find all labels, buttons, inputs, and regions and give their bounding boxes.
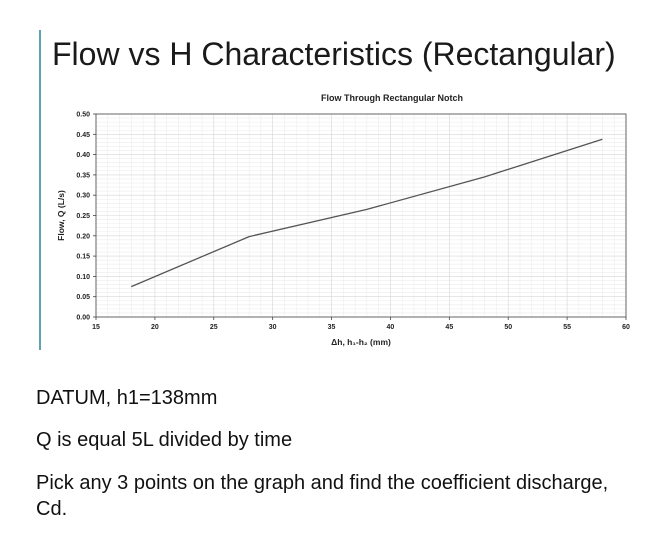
y-tick-label: 0.10 [76, 274, 90, 281]
x-tick-label: 20 [151, 324, 159, 331]
y-tick-label: 0.00 [76, 315, 90, 322]
chart-title: Flow Through Rectangular Notch [321, 93, 463, 103]
y-tick-label: 0.30 [76, 193, 90, 200]
y-tick-label: 0.40 [76, 152, 90, 159]
x-tick-label: 15 [92, 324, 100, 331]
x-tick-label: 55 [563, 324, 571, 331]
flow-definition-text: Q is equal 5L divided by time [36, 429, 293, 451]
x-tick-label: 35 [328, 324, 336, 331]
y-tick-label: 0.35 [76, 172, 90, 179]
x-tick-label: 25 [210, 324, 218, 331]
y-axis-label: Flow, Q (L/s) [56, 190, 66, 241]
slide-title: Flow vs H Characteristics (Rectangular) [52, 36, 616, 72]
y-tick-label: 0.50 [76, 112, 90, 119]
chart: Flow Through Rectangular Notch 15 20 25 30 3… [50, 86, 650, 356]
y-tick-label: 0.25 [76, 213, 90, 220]
y-tick-label: 0.45 [76, 132, 90, 139]
chart-svg: Flow Through Rectangular Notch 15 20 25 30 3… [56, 93, 630, 347]
grid-major [95, 113, 627, 318]
x-tick-label: 60 [622, 324, 630, 331]
x-tick-label: 40 [387, 324, 395, 331]
x-axis-ticks: 15 20 25 30 35 40 45 50 55 60 [92, 317, 630, 331]
y-tick-label: 0.15 [76, 254, 90, 261]
series-line [131, 138, 603, 288]
x-tick-label: 45 [445, 324, 453, 331]
y-tick-label: 0.05 [76, 294, 90, 301]
x-tick-label: 30 [269, 324, 277, 331]
datum-text: DATUM, h1=138mm [36, 387, 218, 409]
y-axis-ticks: 0.00 0.05 0.10 0.15 0.20 0.25 0.30 0.35 0.40 0.45… [76, 112, 96, 322]
accent-bar [39, 30, 41, 350]
series-lines [131, 138, 603, 288]
y-tick-label: 0.20 [76, 233, 90, 240]
x-axis-label: Δh, h₁-h₂ (mm) [331, 337, 391, 347]
x-tick-label: 50 [504, 324, 512, 331]
task-instruction-text: Pick any 3 points on the graph and find … [36, 472, 609, 520]
